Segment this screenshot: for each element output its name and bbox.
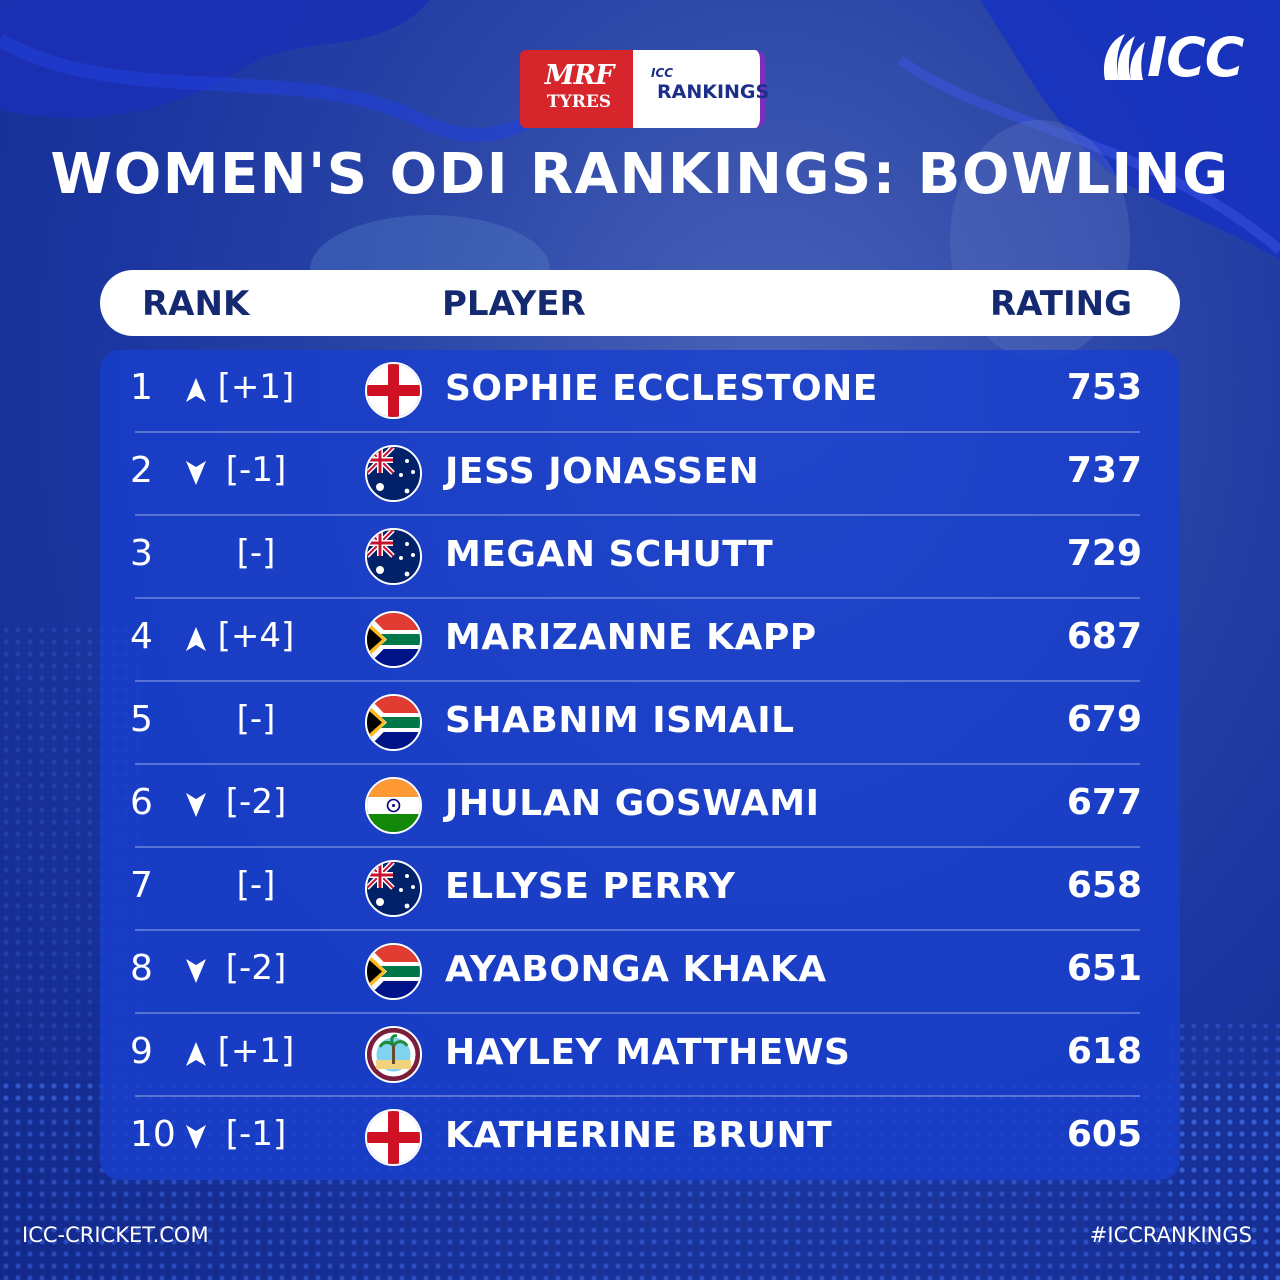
- player-rating: 618: [1066, 1031, 1142, 1072]
- arrow-down-icon: [184, 455, 208, 489]
- rank-number: 9: [130, 1031, 153, 1072]
- rank-number: 2: [130, 450, 153, 491]
- row-divider: [135, 929, 1140, 931]
- rank-number: 3: [130, 533, 153, 574]
- no-change-icon: [184, 538, 208, 572]
- row-divider: [135, 514, 1140, 516]
- table-row: 4 [+4] MARIZANNE KAPP 687: [100, 599, 1180, 682]
- row-divider: [135, 680, 1140, 682]
- flag-west-indies-icon: [365, 1026, 422, 1083]
- player-name: JHULAN GOSWAMI: [445, 783, 820, 824]
- icc-wordmark: ICC: [1147, 26, 1244, 89]
- icc-rankings-badge: ICC RANKINGS: [633, 50, 769, 128]
- no-change-icon: [184, 704, 208, 738]
- table-row: 10 [-1] KATHERINE BRUNT 605: [100, 1097, 1180, 1180]
- table-row: 5 [-] SHABNIM ISMAIL 679: [100, 682, 1180, 765]
- page-title: WOMEN'S ODI RANKINGS: BOWLING: [50, 142, 1230, 207]
- player-rating: 687: [1066, 616, 1142, 657]
- player-rating: 729: [1066, 533, 1142, 574]
- rankings-table: 1 [+1] SOPHIE ECCLESTONE 753 2 [-1] JESS JONAS…: [100, 350, 1180, 1180]
- rank-number: 1: [130, 367, 153, 408]
- player-rating: 658: [1066, 865, 1142, 906]
- mrf-tyres-logo: MRF TYRES: [520, 50, 638, 128]
- table-row: 1 [+1] SOPHIE ECCLESTONE 753: [100, 350, 1180, 433]
- icc-logo: ICC: [1095, 26, 1245, 89]
- rank-change: [+4]: [217, 616, 295, 656]
- header-player: PLAYER: [442, 284, 586, 324]
- table-row: 3 [-] MEGAN SCHUTT 729: [100, 516, 1180, 599]
- rank-number: 7: [130, 865, 153, 906]
- flag-england-icon: [365, 362, 422, 419]
- rank-number: 5: [130, 699, 153, 740]
- table-row: 9 [+1] HAYLEY MATTHEWS 618: [100, 1014, 1180, 1097]
- arrow-down-icon: [184, 787, 208, 821]
- rank-change: [-2]: [225, 948, 287, 988]
- row-divider: [135, 846, 1140, 848]
- rank-change: [-]: [236, 865, 276, 905]
- row-divider: [135, 1012, 1140, 1014]
- flag-south-africa-icon: [365, 611, 422, 668]
- rank-change: [+1]: [217, 367, 295, 407]
- player-name: KATHERINE BRUNT: [445, 1115, 833, 1156]
- arrow-down-icon: [184, 953, 208, 987]
- player-rating: 677: [1066, 782, 1142, 823]
- row-divider: [135, 1095, 1140, 1097]
- badge-icc-text: ICC: [651, 66, 674, 80]
- no-change-icon: [184, 870, 208, 904]
- player-name: SOPHIE ECCLESTONE: [445, 368, 878, 409]
- rank-change: [-1]: [225, 1114, 287, 1154]
- table-row: 6 [-2] JHULAN GOSWAMI 677: [100, 765, 1180, 848]
- player-name: JESS JONASSEN: [445, 451, 760, 492]
- player-rating: 605: [1066, 1114, 1142, 1155]
- table-row: 8 [-2] AYABONGA KHAKA 651: [100, 931, 1180, 1014]
- tyres-wordmark: TYRES: [546, 92, 612, 112]
- sponsor-logo: MRF TYRES ICC RANKINGS: [520, 50, 769, 128]
- rank-number: 10: [130, 1114, 176, 1155]
- arrow-down-icon: [184, 1119, 208, 1153]
- rank-change: [-]: [236, 699, 276, 739]
- row-divider: [135, 763, 1140, 765]
- rank-change: [+1]: [217, 1031, 295, 1071]
- player-rating: 737: [1066, 450, 1142, 491]
- row-divider: [135, 431, 1140, 433]
- header-rating: RATING: [989, 284, 1132, 324]
- row-divider: [135, 597, 1140, 599]
- table-row: 7 [-] ELLYSE PERRY 658: [100, 848, 1180, 931]
- flag-south-africa-icon: [365, 694, 422, 751]
- player-rating: 679: [1066, 699, 1142, 740]
- player-name: MEGAN SCHUTT: [445, 534, 774, 575]
- rank-change: [-1]: [225, 450, 287, 490]
- flag-australia-icon: [365, 860, 422, 917]
- flag-england-icon: [365, 1109, 422, 1166]
- icc-swoosh-icon: [1103, 34, 1145, 80]
- player-name: SHABNIM ISMAIL: [445, 700, 795, 741]
- header-rank: RANK: [142, 284, 250, 324]
- flag-south-africa-icon: [365, 943, 422, 1000]
- table-header: RANK PLAYER RATING: [100, 270, 1180, 336]
- flag-australia-icon: [365, 528, 422, 585]
- player-name: HAYLEY MATTHEWS: [445, 1032, 851, 1073]
- rank-number: 8: [130, 948, 153, 989]
- arrow-up-icon: [184, 1036, 208, 1070]
- footer-hashtag: #ICCRANKINGS: [1089, 1223, 1252, 1247]
- table-row: 2 [-1] JESS JONASSEN 737: [100, 433, 1180, 516]
- player-name: AYABONGA KHAKA: [445, 949, 827, 990]
- flag-india-icon: [365, 777, 422, 834]
- flag-australia-icon: [365, 445, 422, 502]
- player-name: MARIZANNE KAPP: [445, 617, 817, 658]
- mrf-wordmark: MRF: [544, 60, 615, 91]
- footer-website: ICC-CRICKET.COM: [22, 1223, 209, 1247]
- player-rating: 753: [1066, 367, 1142, 408]
- rank-change: [-]: [236, 533, 276, 573]
- arrow-up-icon: [184, 372, 208, 406]
- rank-number: 6: [130, 782, 153, 823]
- arrow-up-icon: [184, 621, 208, 655]
- player-name: ELLYSE PERRY: [445, 866, 736, 907]
- badge-rankings-text: RANKINGS: [657, 81, 770, 103]
- player-rating: 651: [1066, 948, 1142, 989]
- rank-change: [-2]: [225, 782, 287, 822]
- rank-number: 4: [130, 616, 153, 657]
